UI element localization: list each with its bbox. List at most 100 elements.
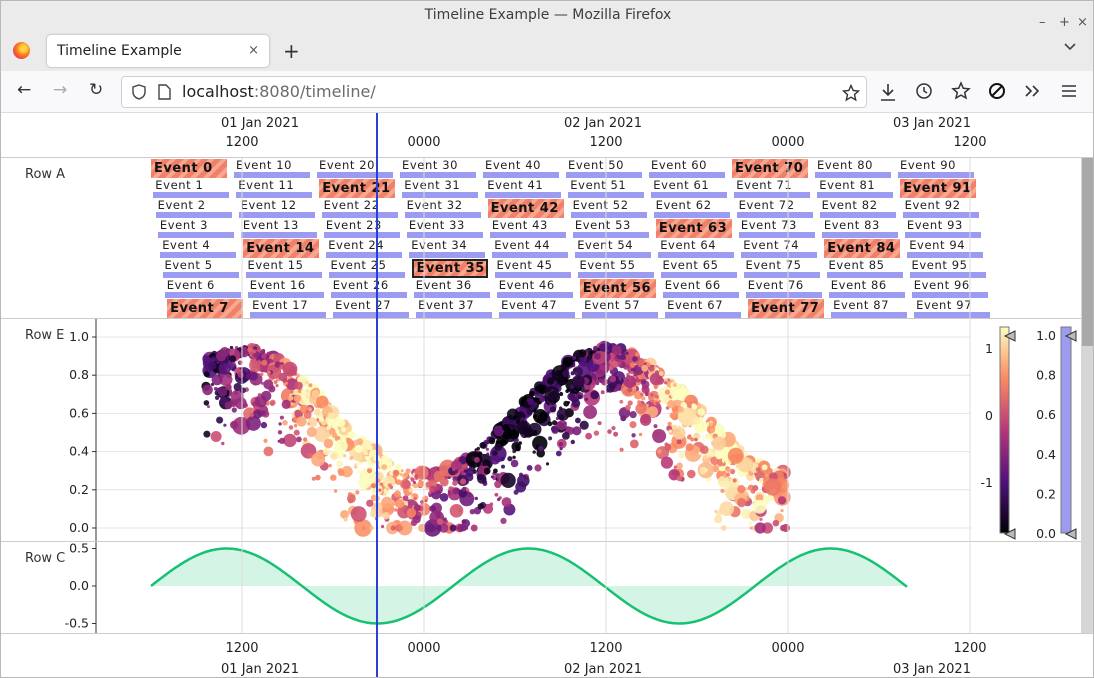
extensions-star-icon[interactable]: [951, 81, 971, 101]
event-item[interactable]: Event 37: [416, 299, 493, 318]
event-item[interactable]: Event 83: [821, 219, 898, 238]
bookmark-star-icon[interactable]: [842, 84, 860, 102]
event-item[interactable]: Event 25: [328, 259, 405, 278]
event-highlighted[interactable]: Event 70: [732, 159, 808, 178]
event-item[interactable]: Event 20: [317, 159, 393, 178]
event-item[interactable]: Event 27: [333, 299, 410, 318]
event-item[interactable]: Event 65: [660, 259, 737, 278]
event-item[interactable]: Event 95: [909, 259, 986, 278]
event-item[interactable]: Event 47: [499, 299, 576, 318]
minimize-button[interactable]: –: [1039, 15, 1046, 30]
menu-icon[interactable]: [1061, 84, 1077, 98]
event-item[interactable]: Event 23: [323, 219, 400, 238]
event-item[interactable]: Event 57: [582, 299, 659, 318]
event-item[interactable]: Event 90: [898, 159, 974, 178]
event-item[interactable]: Event 40: [483, 159, 559, 178]
event-item[interactable]: Event 3: [157, 219, 234, 238]
event-highlighted[interactable]: Event 21: [319, 179, 396, 198]
event-item[interactable]: Event 52: [570, 199, 647, 218]
event-item[interactable]: Event 31: [402, 179, 479, 198]
event-item[interactable]: Event 94: [907, 239, 984, 258]
event-item[interactable]: Event 55: [577, 259, 654, 278]
new-tab-button[interactable]: +: [283, 39, 300, 63]
page-icon[interactable]: [158, 84, 171, 100]
event-item[interactable]: Event 74: [741, 239, 818, 258]
event-highlighted[interactable]: Event 0: [151, 159, 227, 178]
event-item[interactable]: Event 60: [649, 159, 725, 178]
event-highlighted[interactable]: Event 91: [900, 179, 977, 198]
event-item[interactable]: Event 32: [404, 199, 481, 218]
scrollbar-track[interactable]: [1081, 158, 1093, 633]
event-item[interactable]: Event 62: [653, 199, 730, 218]
event-item[interactable]: Event 1: [153, 179, 230, 198]
close-window-button[interactable]: ×: [1077, 15, 1088, 30]
event-item[interactable]: Event 54: [575, 239, 652, 258]
scrollbar-thumb[interactable]: [1082, 158, 1093, 346]
event-item[interactable]: Event 10: [234, 159, 310, 178]
event-item[interactable]: Event 33: [406, 219, 483, 238]
event-highlighted[interactable]: Event 14: [243, 239, 320, 258]
tab-timeline-example[interactable]: Timeline Example ×: [47, 35, 269, 67]
event-item[interactable]: Event 12: [238, 199, 315, 218]
event-highlighted[interactable]: Event 77: [748, 299, 825, 318]
event-item[interactable]: Event 43: [489, 219, 566, 238]
event-item[interactable]: Event 73: [738, 219, 815, 238]
event-item[interactable]: Event 72: [736, 199, 813, 218]
event-item[interactable]: Event 87: [831, 299, 908, 318]
history-icon[interactable]: [915, 82, 933, 100]
event-item[interactable]: Event 36: [413, 279, 490, 298]
forward-button[interactable]: →: [53, 80, 68, 100]
event-item[interactable]: Event 26: [330, 279, 407, 298]
tab-close-icon[interactable]: ×: [248, 43, 259, 58]
event-item[interactable]: Event 85: [826, 259, 903, 278]
event-item[interactable]: Event 76: [745, 279, 822, 298]
event-highlighted[interactable]: Event 35: [411, 259, 488, 278]
event-item[interactable]: Event 11: [236, 179, 313, 198]
reload-button[interactable]: ↻: [89, 80, 104, 100]
event-item[interactable]: Event 34: [409, 239, 486, 258]
event-item[interactable]: Event 15: [245, 259, 322, 278]
event-item[interactable]: Event 53: [572, 219, 649, 238]
event-item[interactable]: Event 5: [162, 259, 239, 278]
event-item[interactable]: Event 41: [485, 179, 562, 198]
event-item[interactable]: Event 22: [321, 199, 398, 218]
event-item[interactable]: Event 50: [566, 159, 642, 178]
event-item[interactable]: Event 67: [665, 299, 742, 318]
event-item[interactable]: Event 61: [651, 179, 728, 198]
event-item[interactable]: Event 64: [658, 239, 735, 258]
event-item[interactable]: Event 71: [734, 179, 811, 198]
event-item[interactable]: Event 82: [819, 199, 896, 218]
event-item[interactable]: Event 17: [250, 299, 327, 318]
event-highlighted[interactable]: Event 42: [487, 199, 564, 218]
block-icon[interactable]: [988, 82, 1006, 100]
event-item[interactable]: Event 66: [662, 279, 739, 298]
event-item[interactable]: Event 2: [155, 199, 232, 218]
event-item[interactable]: Event 75: [743, 259, 820, 278]
event-item[interactable]: Event 96: [911, 279, 988, 298]
event-item[interactable]: Event 80: [815, 159, 891, 178]
event-item[interactable]: Event 97: [914, 299, 991, 318]
list-tabs-button[interactable]: [1063, 39, 1077, 57]
event-item[interactable]: Event 93: [904, 219, 981, 238]
event-item[interactable]: Event 13: [240, 219, 317, 238]
event-item[interactable]: Event 6: [164, 279, 241, 298]
event-item[interactable]: Event 4: [160, 239, 237, 258]
maximize-button[interactable]: +: [1059, 15, 1070, 30]
event-highlighted[interactable]: Event 56: [579, 279, 656, 298]
event-item[interactable]: Event 24: [326, 239, 403, 258]
event-item[interactable]: Event 30: [400, 159, 476, 178]
event-item[interactable]: Event 81: [817, 179, 894, 198]
event-highlighted[interactable]: Event 63: [655, 219, 732, 238]
event-highlighted[interactable]: Event 7: [167, 299, 244, 318]
event-item[interactable]: Event 92: [902, 199, 979, 218]
event-item[interactable]: Event 44: [492, 239, 569, 258]
url-text[interactable]: localhost:8080/timeline/: [182, 77, 376, 107]
event-item[interactable]: Event 86: [828, 279, 905, 298]
shield-icon[interactable]: [132, 84, 146, 100]
event-item[interactable]: Event 16: [247, 279, 324, 298]
event-item[interactable]: Event 45: [494, 259, 571, 278]
downloads-icon[interactable]: [879, 82, 897, 102]
overflow-chevron-icon[interactable]: [1024, 84, 1042, 98]
url-bar[interactable]: localhost:8080/timeline/: [121, 76, 867, 108]
event-item[interactable]: Event 46: [496, 279, 573, 298]
